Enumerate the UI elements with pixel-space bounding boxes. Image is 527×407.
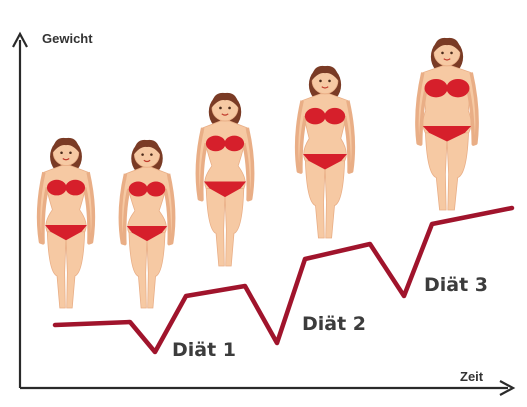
torso xyxy=(43,165,89,233)
left-arm xyxy=(195,127,208,202)
bikini-bottom xyxy=(203,181,247,198)
legs xyxy=(304,157,346,239)
woman-figure-5 xyxy=(415,37,479,211)
torso xyxy=(125,166,169,234)
bikini-top-left xyxy=(46,179,67,196)
legs xyxy=(128,228,166,309)
eye-left xyxy=(219,106,222,110)
hair-top xyxy=(211,92,239,108)
torso xyxy=(301,93,349,162)
y-axis-arrowhead xyxy=(12,31,28,48)
right-arm xyxy=(163,173,176,246)
hair-top xyxy=(311,65,339,81)
diet-label-2: Diät 2 xyxy=(302,313,366,335)
mouth xyxy=(221,113,229,116)
bikini-top-right xyxy=(65,179,86,196)
bikini-bottom xyxy=(45,225,87,241)
hair-top xyxy=(133,139,161,155)
legs xyxy=(205,184,245,267)
diet-label-1: Diät 1 xyxy=(172,339,236,361)
bikini-top-left xyxy=(205,135,226,152)
figures-group xyxy=(36,37,479,309)
bikini-top-left xyxy=(128,181,148,197)
bikini-top-right xyxy=(146,181,166,197)
eye-right xyxy=(69,151,72,155)
mouth xyxy=(143,159,151,163)
axes: Gewicht Zeit xyxy=(12,31,516,396)
eye-right xyxy=(328,79,331,83)
left-arm xyxy=(118,173,131,246)
mouth xyxy=(321,86,329,89)
weight-curve xyxy=(52,205,515,355)
hair-top xyxy=(433,37,461,53)
bikini-bottom xyxy=(302,154,348,170)
torso xyxy=(422,65,472,134)
x-axis-arrowhead xyxy=(499,380,516,396)
torso xyxy=(202,120,248,189)
right-arm xyxy=(242,127,255,202)
eye-right xyxy=(150,153,153,156)
left-arm xyxy=(415,72,428,146)
bikini-bottom xyxy=(422,126,472,142)
mouth xyxy=(443,58,451,61)
bikini-top-right xyxy=(224,135,245,152)
bikini-top-right xyxy=(446,78,470,98)
eye-right xyxy=(450,51,453,55)
woman-figure-1 xyxy=(36,137,96,309)
right-arm xyxy=(82,171,96,245)
bikini-top-left xyxy=(304,107,326,125)
y-axis-label: Gewicht xyxy=(42,31,93,46)
eye-left xyxy=(60,151,63,155)
diet-label-3: Diät 3 xyxy=(424,274,488,296)
right-arm xyxy=(342,100,356,174)
eye-left xyxy=(319,79,322,83)
eye-left xyxy=(141,153,144,156)
woman-figure-4 xyxy=(294,65,356,239)
legs xyxy=(424,129,470,211)
bikini-top-right xyxy=(324,107,346,125)
left-arm xyxy=(294,100,308,174)
x-axis-label: Zeit xyxy=(460,369,484,384)
bikini-bottom xyxy=(126,226,168,242)
eye-right xyxy=(228,106,231,110)
legs xyxy=(46,228,86,309)
left-arm xyxy=(36,171,50,245)
woman-figure-2 xyxy=(118,139,176,309)
bikini-top-left xyxy=(424,78,448,98)
woman-figure-3 xyxy=(195,92,255,267)
right-arm xyxy=(466,72,479,146)
eye-left xyxy=(441,51,444,55)
hair-top xyxy=(52,137,80,153)
mouth xyxy=(62,158,70,161)
